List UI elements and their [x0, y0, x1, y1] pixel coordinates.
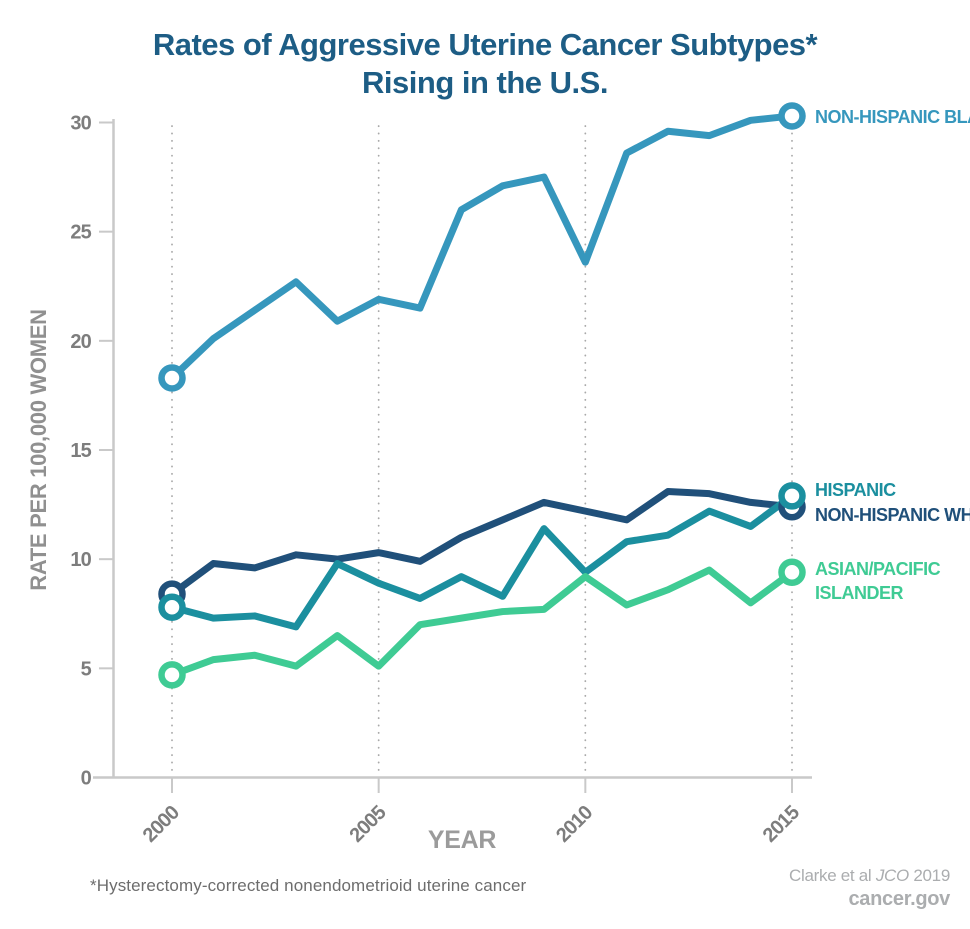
footnote: *Hysterectomy-corrected nonendometrioid … [90, 876, 527, 895]
series-line-asian-pacific-islander [168, 566, 796, 679]
series-line-hispanic [168, 492, 796, 631]
series-marker-non-hispanic-black [158, 364, 186, 392]
y-tick-label: 25 [70, 222, 91, 244]
series-label-asian-pacific-islander: ISLANDER [815, 583, 904, 603]
x-axis-title: YEAR [428, 826, 497, 854]
y-tick-label: 20 [70, 331, 91, 353]
series-label-hispanic: HISPANIC [815, 480, 896, 500]
source-citation-suffix: 2019 [908, 866, 950, 885]
y-tick-label: 15 [70, 440, 91, 462]
x-tick-label: 2000 [139, 802, 184, 847]
source-citation: Clarke et al JCO 2019 [789, 866, 950, 886]
series-label-non-hispanic-white: NON-HISPANIC WHITE [815, 505, 970, 525]
source-citation-journal: JCO [875, 866, 909, 885]
chart-title: Rates of Aggressive Uterine Cancer Subty… [0, 26, 970, 102]
x-tick-label: 2015 [759, 802, 804, 847]
series-marker-hispanic [158, 593, 186, 621]
x-tick-label: 2010 [552, 802, 597, 847]
series-marker-non-hispanic-black [778, 102, 806, 130]
series-line-non-hispanic-white [168, 487, 796, 598]
series-label-non-hispanic-black: NON-HISPANIC BLACK [815, 107, 970, 127]
series-marker-hispanic [778, 482, 806, 510]
series-marker-asian-pacific-islander [158, 661, 186, 689]
y-tick-label: 30 [70, 113, 91, 135]
series-line-non-hispanic-black [168, 112, 796, 382]
series-label-asian-pacific-islander: ASIAN/PACIFIC [815, 559, 941, 579]
chart-title-line1: Rates of Aggressive Uterine Cancer Subty… [152, 27, 818, 62]
y-axis-title: RATE PER 100,000 WOMEN [26, 309, 51, 591]
y-tick-label: 0 [81, 768, 92, 790]
chart-title-line2: Rising in the U.S. [362, 65, 608, 100]
series-marker-asian-pacific-islander [778, 558, 806, 587]
source-site: cancer.gov [848, 888, 950, 910]
x-tick-label: 2005 [345, 802, 390, 847]
source-block: Clarke et al JCO 2019 cancer.gov [789, 866, 950, 911]
source-citation-prefix: Clarke et al [789, 866, 876, 885]
y-tick-label: 10 [70, 549, 91, 571]
y-tick-label: 5 [81, 658, 92, 680]
